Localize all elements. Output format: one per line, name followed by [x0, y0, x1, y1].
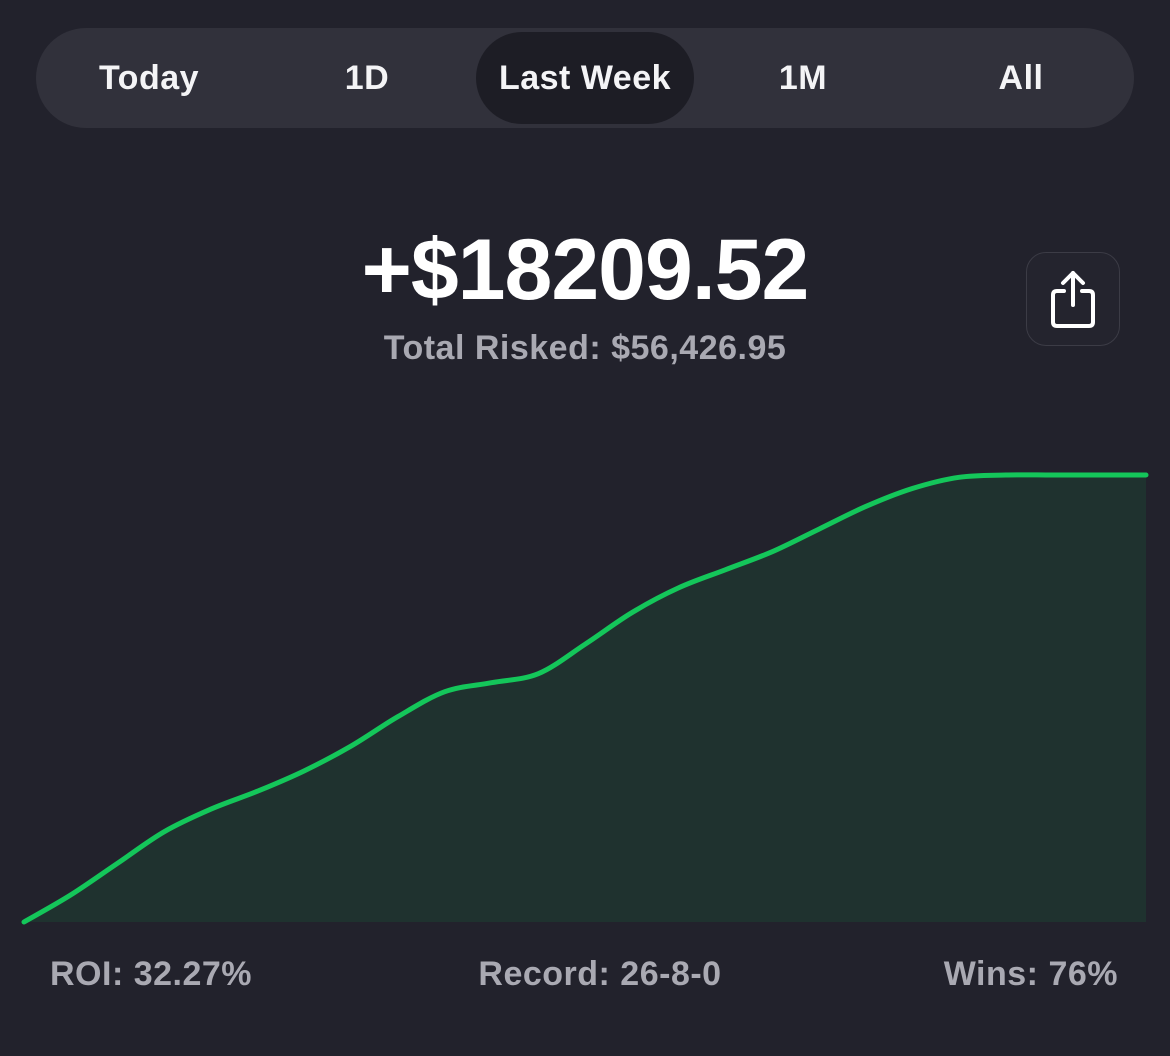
tab-all[interactable]: All [998, 58, 1044, 97]
timeframe-selector: Today 1D Last Week 1M All [36, 28, 1134, 128]
chart-area-fill [24, 474, 1146, 922]
tab-last-week[interactable]: Last Week [476, 32, 694, 124]
chart-line [21, 472, 1149, 925]
stats-row: ROI: 32.27% Record: 26-8-0 Wins: 76% [0, 950, 1170, 998]
total-risked: Total Risked: $56,426.95 [383, 329, 787, 367]
record-stat: Record: 26-8-0 [478, 955, 722, 993]
tab-1d[interactable]: 1D [344, 58, 390, 97]
profit-chart [21, 472, 1149, 925]
tab-today[interactable]: Today [98, 58, 200, 97]
wins-stat: Wins: 76% [943, 955, 1118, 993]
share-button[interactable] [1026, 252, 1120, 346]
tab-1m[interactable]: 1M [778, 58, 828, 97]
share-icon [1051, 271, 1095, 328]
roi-stat: ROI: 32.27% [50, 955, 253, 993]
profit-amount: +$18209.52 [361, 222, 810, 318]
